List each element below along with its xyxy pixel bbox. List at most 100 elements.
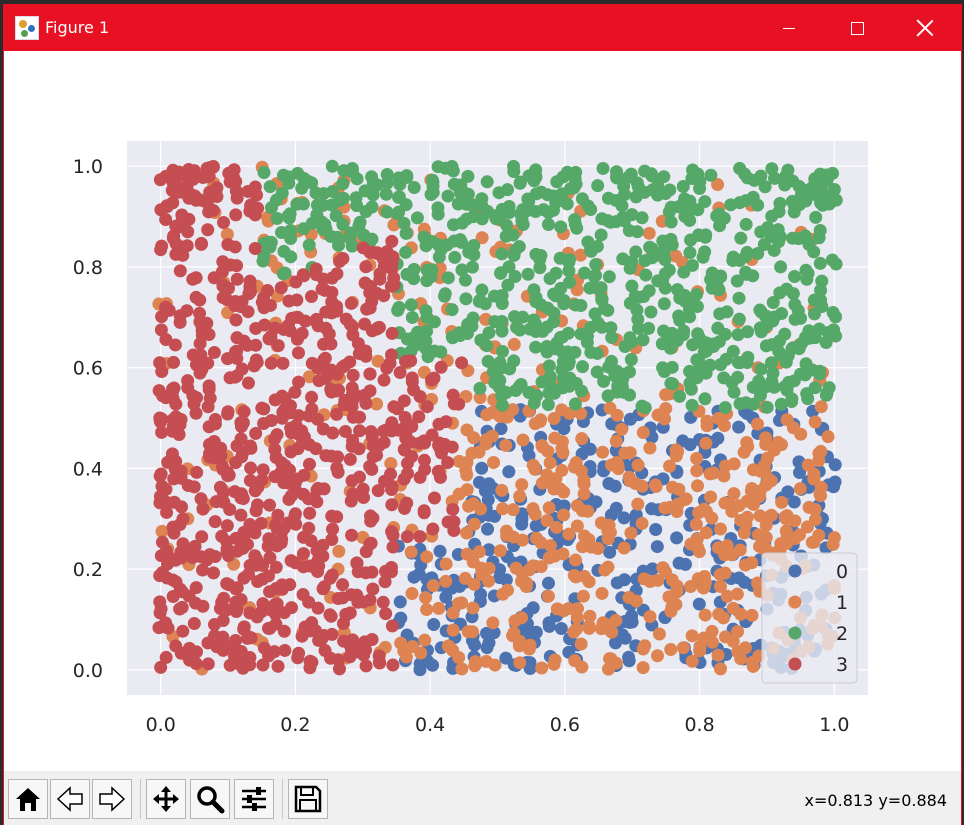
scatter-point-series-2 (618, 340, 632, 354)
scatter-point-series-3 (277, 606, 291, 620)
scatter-plot[interactable]: 0.0 0.2 0.4 0.6 0.8 1.0 0.0 0.2 0.4 0.6 0.8 1.0 0 1… (4, 51, 961, 771)
scatter-point-series-1 (759, 437, 773, 451)
scatter-point-series-2 (290, 197, 304, 211)
y-tick-label: 0.0 (73, 660, 103, 682)
scatter-point-series-3 (413, 390, 427, 404)
scatter-point-series-2 (774, 260, 788, 274)
scatter-point-series-3 (264, 356, 278, 370)
scatter-point-series-3 (243, 281, 257, 295)
back-button[interactable] (50, 779, 90, 819)
scatter-point-series-2 (473, 293, 487, 307)
scatter-point-series-1 (700, 419, 714, 433)
scatter-point-series-2 (597, 374, 611, 388)
scatter-point-series-2 (685, 398, 699, 412)
scatter-point-series-1 (618, 446, 632, 460)
scatter-point-series-1 (808, 513, 822, 527)
scatter-point-series-1 (637, 572, 651, 586)
scatter-point-series-1 (506, 403, 520, 417)
scatter-point-series-3 (366, 450, 380, 464)
scatter-point-series-1 (774, 537, 788, 551)
scatter-point-series-3 (295, 326, 309, 340)
scatter-point-series-2 (753, 303, 767, 317)
scatter-point-series-3 (194, 193, 208, 207)
scatter-point-series-2 (636, 333, 650, 347)
scatter-point-series-3 (243, 651, 257, 665)
scatter-point-series-3 (195, 530, 209, 544)
scatter-point-series-1 (744, 484, 758, 498)
scatter-point-series-3 (189, 406, 203, 420)
scatter-point-series-2 (309, 186, 323, 200)
scatter-point-series-1 (582, 575, 596, 589)
scatter-point-series-1 (714, 662, 728, 676)
scatter-point-series-1 (570, 602, 584, 616)
scatter-point-series-3 (274, 281, 288, 295)
scatter-point-series-3 (233, 658, 247, 672)
scatter-point-series-0 (787, 495, 801, 509)
legend-label: 1 (836, 592, 848, 614)
zoom-button[interactable] (190, 779, 230, 819)
scatter-point-series-2 (765, 338, 779, 352)
scatter-point-series-2 (466, 210, 480, 224)
scatter-point-series-1 (540, 468, 554, 482)
scatter-point-series-0 (502, 465, 516, 479)
scatter-point-series-2 (791, 232, 805, 246)
scatter-point-series-3 (386, 658, 400, 672)
scatter-point-series-1 (631, 458, 645, 472)
maximize-button[interactable] (823, 5, 891, 51)
scatter-point-series-2 (637, 185, 651, 199)
figure-canvas[interactable]: 0.0 0.2 0.4 0.6 0.8 1.0 0.0 0.2 0.4 0.6 0.8 1.0 0 1… (4, 51, 961, 771)
scatter-point-series-2 (310, 208, 324, 222)
minimize-button[interactable] (755, 5, 823, 51)
scatter-point-series-3 (319, 321, 333, 335)
scatter-point-series-1 (761, 471, 775, 485)
scatter-point-series-2 (764, 356, 778, 370)
scatter-point-series-3 (206, 566, 220, 580)
forward-button[interactable] (92, 779, 132, 819)
scatter-point-series-1 (730, 625, 744, 639)
scatter-point-series-1 (624, 526, 638, 540)
scatter-point-series-3 (229, 595, 243, 609)
scatter-point-series-3 (190, 391, 204, 405)
scatter-point-series-2 (683, 364, 697, 378)
scatter-point-series-2 (543, 370, 557, 384)
scatter-point-series-3 (234, 432, 248, 446)
home-button[interactable] (8, 779, 48, 819)
scatter-point-series-2 (746, 380, 760, 394)
scatter-point-series-2 (727, 385, 741, 399)
scatter-point-series-3 (196, 599, 210, 613)
scatter-point-series-1 (496, 502, 510, 516)
figure-window: Figure 1 0.0 0.2 0.4 0.6 0.8 1.0 0.0 0.2 0.4 0.6… (3, 4, 962, 825)
scatter-point-series-3 (230, 259, 244, 273)
pan-icon (153, 786, 179, 812)
scatter-point-series-3 (256, 463, 270, 477)
scatter-point-series-3 (427, 491, 441, 505)
scatter-point-series-2 (809, 210, 823, 224)
scatter-point-series-2 (325, 159, 339, 173)
scatter-point-series-3 (190, 465, 204, 479)
scatter-point-series-3 (159, 482, 173, 496)
scatter-point-series-3 (166, 231, 180, 245)
configure-subplots-button[interactable] (234, 779, 274, 819)
scatter-point-series-3 (357, 490, 371, 504)
scatter-point-series-1 (261, 210, 275, 224)
scatter-point-series-3 (237, 405, 251, 419)
scatter-point-series-2 (683, 203, 697, 217)
scatter-point-series-3 (302, 457, 316, 471)
scatter-point-series-3 (201, 657, 215, 671)
scatter-point-series-2 (438, 287, 452, 301)
save-button[interactable] (288, 779, 328, 819)
close-button[interactable] (891, 5, 959, 51)
scatter-point-series-3 (221, 352, 235, 366)
scatter-point-series-2 (822, 381, 836, 395)
scatter-point-series-3 (166, 413, 180, 427)
scatter-point-series-3 (166, 385, 180, 399)
scatter-point-series-2 (399, 226, 413, 240)
scatter-point-series-1 (746, 655, 760, 669)
scatter-point-series-2 (455, 263, 469, 277)
scatter-point-series-3 (379, 607, 393, 621)
scatter-point-series-3 (230, 191, 244, 205)
scatter-point-series-2 (310, 198, 324, 212)
title-bar[interactable]: Figure 1 (4, 5, 961, 51)
scatter-point-series-2 (610, 169, 624, 183)
pan-button[interactable] (146, 779, 186, 819)
